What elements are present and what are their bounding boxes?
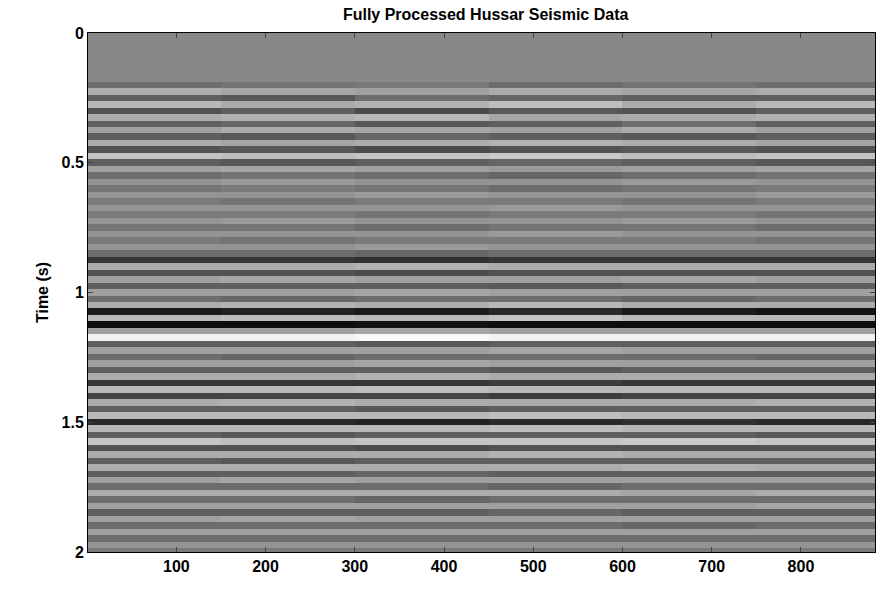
svg-text:2: 2 <box>75 544 84 561</box>
svg-text:1.5: 1.5 <box>62 414 84 431</box>
svg-text:0.5: 0.5 <box>62 154 84 171</box>
svg-text:0: 0 <box>75 25 84 42</box>
svg-text:500: 500 <box>520 558 547 575</box>
svg-text:800: 800 <box>788 558 815 575</box>
svg-text:700: 700 <box>698 558 725 575</box>
svg-text:100: 100 <box>163 558 190 575</box>
svg-text:400: 400 <box>431 558 458 575</box>
svg-text:200: 200 <box>252 558 279 575</box>
svg-text:600: 600 <box>609 558 636 575</box>
svg-text:1: 1 <box>75 284 84 301</box>
svg-text:Time (s): Time (s) <box>34 262 51 323</box>
svg-text:300: 300 <box>341 558 368 575</box>
svg-text:Fully Processed Hussar Seismic: Fully Processed Hussar Seismic Data <box>343 6 629 23</box>
